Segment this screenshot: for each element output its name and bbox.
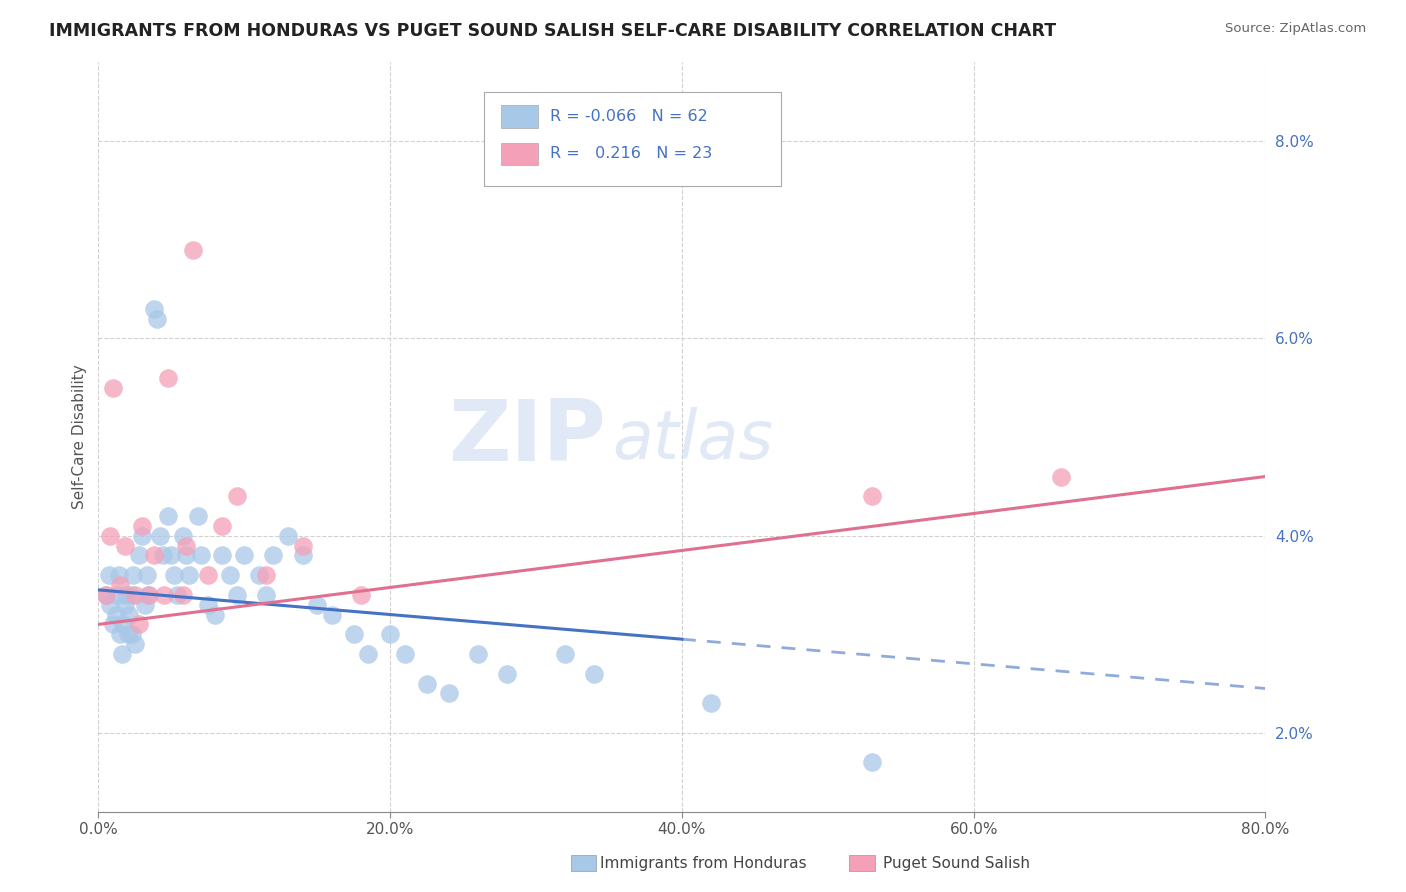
Point (110, 578, 132, 592)
Point (218, 568, 240, 582)
Point (114, 539, 136, 553)
Point (262, 549, 284, 563)
Point (110, 627, 132, 641)
Point (700, 696, 723, 710)
Point (118, 607, 141, 622)
Point (343, 627, 366, 641)
Point (135, 568, 157, 582)
Point (101, 381, 124, 395)
Point (177, 568, 200, 582)
Point (98, 598, 121, 612)
Point (190, 549, 212, 563)
Point (437, 686, 460, 700)
Point (204, 607, 226, 622)
Point (136, 588, 159, 602)
Point (277, 529, 299, 543)
Point (291, 549, 314, 563)
Point (247, 568, 270, 582)
Point (121, 627, 143, 641)
Point (114, 598, 136, 612)
Text: R = -0.066   N = 62: R = -0.066 N = 62 (550, 109, 707, 124)
Point (142, 301, 165, 316)
Point (112, 617, 135, 632)
Point (124, 588, 146, 602)
Point (157, 371, 180, 385)
Point (860, 756, 883, 770)
Point (174, 549, 197, 563)
Point (166, 588, 188, 602)
Point (467, 647, 489, 661)
Point (124, 637, 146, 651)
Point (350, 588, 373, 602)
Point (394, 647, 416, 661)
Point (172, 529, 194, 543)
Point (211, 518, 233, 533)
Text: Immigrants from Honduras: Immigrants from Honduras (600, 856, 806, 871)
Point (157, 508, 180, 523)
Point (104, 607, 127, 622)
Point (583, 666, 606, 681)
Point (111, 647, 134, 661)
Point (149, 529, 172, 543)
Point (380, 627, 402, 641)
Point (94, 588, 117, 602)
Point (115, 588, 138, 602)
Point (197, 568, 219, 582)
Point (172, 588, 194, 602)
Point (117, 627, 139, 641)
Point (97, 568, 120, 582)
Point (357, 647, 380, 661)
Point (122, 568, 145, 582)
Text: R =   0.216   N = 23: R = 0.216 N = 23 (550, 146, 713, 161)
Text: IMMIGRANTS FROM HONDURAS VS PUGET SOUND SALISH SELF-CARE DISABILITY CORRELATION : IMMIGRANTS FROM HONDURAS VS PUGET SOUND … (49, 22, 1056, 40)
Point (131, 529, 153, 543)
Point (105, 588, 128, 602)
Point (254, 588, 277, 602)
Point (163, 568, 186, 582)
Point (98, 529, 121, 543)
Point (94, 588, 117, 602)
Point (226, 588, 249, 602)
Point (554, 647, 576, 661)
Point (187, 508, 209, 523)
Point (291, 539, 314, 553)
Point (321, 607, 343, 622)
Point (101, 617, 124, 632)
Point (496, 666, 519, 681)
Text: ZIP: ZIP (449, 395, 606, 479)
FancyBboxPatch shape (484, 93, 782, 186)
Point (1050, 469, 1073, 483)
Point (211, 549, 233, 563)
Point (160, 549, 183, 563)
Point (131, 518, 153, 533)
Text: atlas: atlas (612, 407, 773, 473)
Point (146, 311, 169, 326)
Point (153, 588, 176, 602)
Point (415, 676, 437, 690)
Point (120, 588, 142, 602)
Text: Puget Sound Salish: Puget Sound Salish (883, 856, 1029, 871)
Y-axis label: Self-Care Disability: Self-Care Disability (72, 365, 87, 509)
Point (142, 549, 165, 563)
Point (254, 568, 277, 582)
Point (197, 598, 219, 612)
Point (138, 588, 160, 602)
Text: Source: ZipAtlas.com: Source: ZipAtlas.com (1226, 22, 1367, 36)
Point (128, 617, 150, 632)
Bar (501, 105, 538, 128)
Point (128, 549, 150, 563)
Point (860, 489, 883, 503)
Bar (501, 143, 538, 165)
Point (233, 549, 256, 563)
Point (134, 598, 156, 612)
Point (152, 549, 174, 563)
Point (307, 598, 329, 612)
Point (226, 489, 249, 503)
Point (174, 539, 197, 553)
Point (108, 568, 131, 582)
Point (181, 243, 204, 257)
